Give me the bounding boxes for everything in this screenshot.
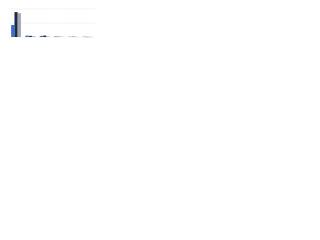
bar <box>17 13 21 37</box>
chart <box>9 8 95 38</box>
bar <box>46 36 50 37</box>
bar <box>43 35 47 37</box>
bar <box>28 35 32 37</box>
bar <box>11 24 15 37</box>
bar <box>39 35 43 37</box>
bar <box>32 36 36 37</box>
bar <box>14 12 18 37</box>
page: (() => { const data = JSON.parse(documen… <box>0 0 320 71</box>
bar <box>25 35 29 37</box>
bar <box>54 36 58 37</box>
